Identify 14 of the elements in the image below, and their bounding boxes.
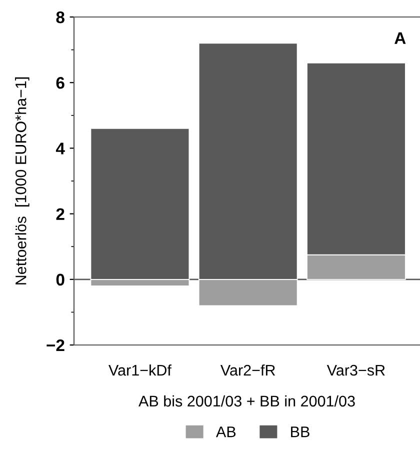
y-tick-label: 0 [56, 274, 64, 286]
x-axis-title: AB bis 2001/03 + BB in 2001/03 [138, 395, 355, 407]
x-tick-label: Var3−sR [326, 364, 385, 376]
y-tick-label: 6 [56, 77, 64, 89]
y-tick-label: 4 [56, 142, 65, 154]
legend-label: AB [216, 426, 236, 438]
annotation: A [394, 32, 406, 44]
y-axis-title: Nettoerlös [1000 EURO*ha−1] [15, 77, 30, 284]
y-tick-label: −2 [46, 339, 64, 352]
x-tick-label: Var1−kDf [108, 364, 172, 376]
legend-label: BB [291, 426, 310, 438]
y-tick-label: 8 [56, 11, 64, 24]
y-tick-label: 2 [56, 208, 64, 220]
x-tick-label: Var2−fR [220, 364, 276, 376]
